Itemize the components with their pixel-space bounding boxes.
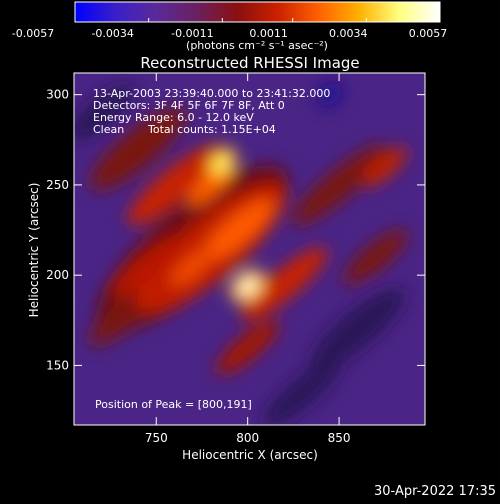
heatmap-blob xyxy=(170,246,216,286)
detectors-annotation: Detectors: 3F 4F 5F 6F 7F 8F, Att 0 xyxy=(93,99,285,112)
energy-annotation: Energy Range: 6.0 - 12.0 keV xyxy=(93,111,254,124)
heatmap-blob xyxy=(362,147,408,187)
x-tick-label: 850 xyxy=(328,431,351,445)
clean-method-annotation: Clean xyxy=(93,123,124,136)
colorbar-ticks: -0.0057 -0.0034 -0.0011 0.0011 0.0034 0.0057 xyxy=(12,18,447,40)
peak-position-annotation: Position of Peak = [800,191] xyxy=(95,398,252,411)
x-tick-label: 800 xyxy=(236,431,259,445)
plot-frame xyxy=(73,72,426,426)
colorbar-tick-label: -0.0011 xyxy=(171,27,213,40)
timestamp: 30-Apr-2022 17:35 xyxy=(374,484,496,499)
time-range-annotation: 13-Apr-2003 23:39:40.000 to 23:41:32.000 xyxy=(93,87,330,100)
heatmap-blob xyxy=(344,229,408,285)
colorbar-tick-label: 0.0057 xyxy=(409,27,448,40)
heatmap-blob xyxy=(241,247,328,322)
colorbar-unit-label: (photons cm⁻² s⁻¹ asec⁻²) xyxy=(186,39,328,52)
colorbar-tick-label: -0.0034 xyxy=(91,27,133,40)
x-axis-label: Heliocentric X (arcsec) xyxy=(182,448,318,462)
y-tick-label: 200 xyxy=(46,268,69,282)
heatmap-blob xyxy=(127,144,222,226)
y-axis-label: Heliocentric Y (arcsec) xyxy=(27,183,41,318)
total-counts-annotation: Total counts: 1.15E+04 xyxy=(147,123,276,136)
heatmap-blob xyxy=(216,320,280,375)
heatmap-blob xyxy=(74,84,134,141)
heatmap-blob xyxy=(214,155,230,172)
colorbar xyxy=(74,1,441,23)
axis-ticks: 750 800 850 150 200 250 300 xyxy=(46,73,425,445)
heatmap-blob xyxy=(309,288,405,371)
colorbar-tick-label: 0.0034 xyxy=(329,27,368,40)
heatmap-blob xyxy=(202,199,275,261)
heatmap-blob xyxy=(111,235,183,297)
x-tick-label: 750 xyxy=(145,431,168,445)
heatmap-blob xyxy=(317,82,343,107)
heatmap-blob xyxy=(90,107,186,190)
y-tick-label: 300 xyxy=(46,88,69,102)
y-tick-label: 150 xyxy=(46,358,69,372)
heatmap-blob xyxy=(292,144,386,225)
chart-title: Reconstructed RHESSI Image xyxy=(140,54,359,72)
colorbar-tick-label: 0.0011 xyxy=(249,27,288,40)
colorbar-tick-label: -0.0057 xyxy=(12,27,54,40)
heatmap-blob xyxy=(238,277,257,295)
heatmap-image xyxy=(74,73,425,425)
heatmap-blob xyxy=(263,358,342,425)
y-tick-label: 250 xyxy=(46,178,69,192)
